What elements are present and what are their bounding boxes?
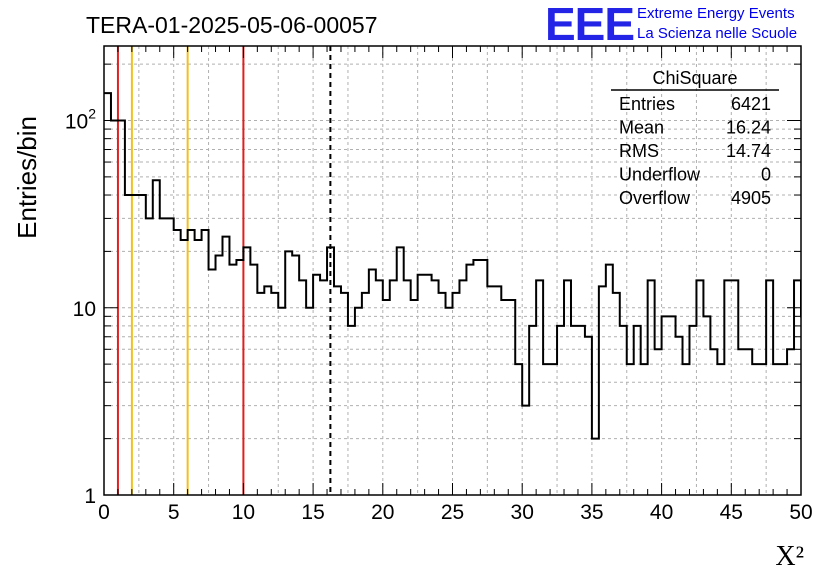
x-tick-label: 40 — [650, 501, 673, 524]
stats-entries-value: 6421 — [731, 94, 771, 114]
y-tick-label: 10 — [73, 298, 96, 321]
x-tick-label: 0 — [98, 501, 110, 524]
stats-mean-label: Mean — [619, 118, 664, 138]
y-tick-label: 102 — [65, 106, 96, 134]
x-tick-label: 15 — [301, 501, 324, 524]
stats-mean-value: 16.24 — [726, 118, 771, 138]
logo-line-2: La Scienza nelle Scuole — [637, 25, 798, 42]
chart-title: TERA-01-2025-05-06-00057 — [86, 12, 378, 38]
histogram-steps — [104, 92, 801, 440]
stats-overflow-label: Overflow — [619, 188, 691, 208]
stats-underflow-label: Underflow — [619, 165, 701, 185]
x-tick-label: 50 — [789, 501, 812, 524]
x-tick-label: 25 — [441, 501, 464, 524]
x-tick-label: 45 — [720, 501, 743, 524]
stats-rms-value: 14.74 — [726, 141, 771, 161]
x-tick-label: 10 — [232, 501, 255, 524]
x-tick-label: 20 — [371, 501, 394, 524]
stats-box-title: ChiSquare — [652, 68, 737, 88]
stats-rms-label: RMS — [619, 141, 659, 161]
stats-underflow-value: 0 — [761, 165, 771, 185]
x-tick-label: 35 — [580, 501, 603, 524]
x-axis-label: X² — [775, 541, 804, 572]
stats-overflow-value: 4905 — [731, 188, 771, 208]
x-tick-label: 5 — [168, 501, 180, 524]
stats-entries-label: Entries — [619, 94, 675, 114]
x-tick-label: 30 — [511, 501, 534, 524]
y-axis-label: Entries/bin — [12, 116, 42, 239]
logo-line-1: Extreme Energy Events — [637, 5, 795, 22]
y-tick-label: 1 — [84, 485, 96, 508]
eee-logo: EEE — [545, 0, 635, 50]
